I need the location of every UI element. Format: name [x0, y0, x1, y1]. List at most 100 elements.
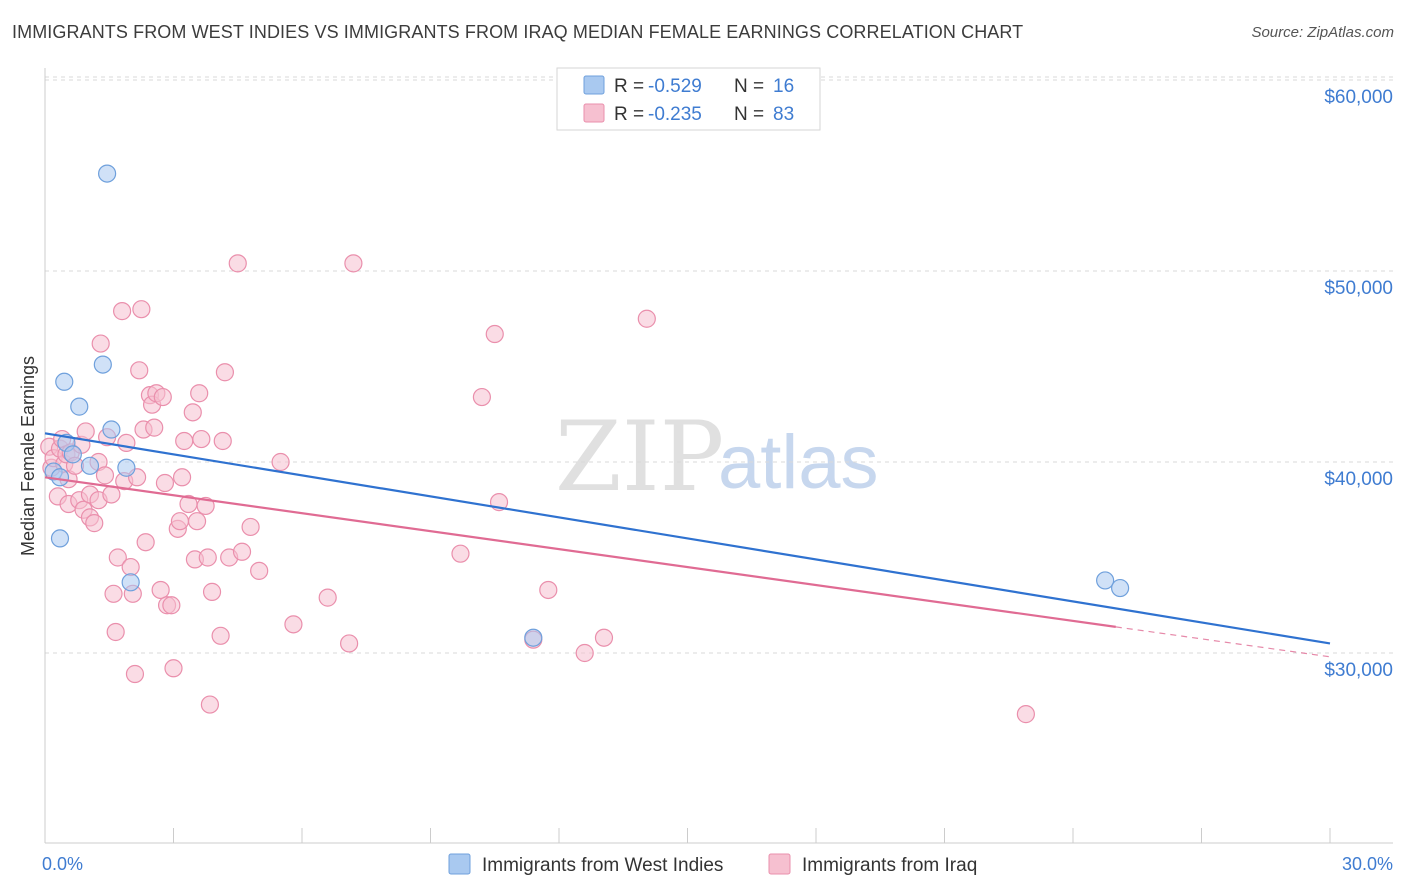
point-iraq — [250, 561, 269, 580]
point-iraq — [192, 429, 211, 449]
legend-n-label: N = — [734, 104, 764, 125]
point-west-indies — [70, 397, 89, 416]
series-legend-label-iraq: Immigrants from Iraq — [802, 855, 977, 876]
legend-swatch-west-indies — [583, 75, 605, 95]
trend-lines — [44, 432, 1331, 658]
point-iraq — [130, 361, 149, 380]
point-iraq — [108, 548, 127, 567]
point-west-indies — [63, 445, 82, 464]
y-axis-title: Median Female Earnings — [18, 356, 38, 556]
data-points — [40, 164, 1130, 724]
point-iraq — [451, 544, 470, 563]
point-iraq — [91, 334, 110, 353]
point-iraq — [145, 418, 164, 437]
point-iraq — [172, 468, 192, 487]
chart-title: IMMIGRANTS FROM WEST INDIES VS IMMIGRANT… — [12, 22, 1024, 42]
trend-line-iraq — [44, 476, 1116, 628]
point-iraq — [132, 300, 151, 319]
series-legend-swatch-iraq — [768, 853, 791, 875]
point-iraq — [318, 588, 337, 607]
point-iraq — [151, 580, 170, 600]
axes: $30,000 $40,000 $50,000 $60,000 — [44, 68, 1393, 844]
legend-n-label: N = — [734, 76, 764, 97]
point-iraq — [183, 403, 202, 422]
watermark-zip: ZIP — [555, 401, 724, 513]
legend-n-value: 16 — [773, 76, 794, 97]
y-tick-label: $30,000 — [1324, 660, 1393, 681]
series-legend-swatch-west-indies — [448, 853, 471, 875]
point-iraq — [121, 557, 140, 577]
point-iraq — [95, 466, 115, 485]
point-iraq — [594, 628, 614, 647]
point-iraq — [170, 512, 190, 531]
point-iraq — [637, 309, 656, 328]
trend-line-west-indies — [44, 432, 1331, 645]
point-iraq — [198, 548, 217, 567]
point-iraq — [232, 542, 252, 561]
legend-n-value: 83 — [773, 104, 794, 125]
point-iraq — [215, 363, 234, 382]
point-iraq — [175, 431, 194, 451]
point-west-indies — [117, 458, 136, 477]
legend-r-label: R = — [614, 104, 644, 125]
point-west-indies — [1111, 578, 1130, 598]
point-iraq — [104, 584, 123, 603]
y-tick-label: $40,000 — [1324, 469, 1393, 490]
point-west-indies — [98, 164, 117, 183]
point-iraq — [76, 422, 95, 441]
point-iraq — [575, 643, 594, 663]
x-tick-label-max: 30.0% — [1342, 854, 1393, 874]
point-iraq — [155, 473, 175, 493]
point-west-indies — [1096, 571, 1115, 590]
point-iraq — [485, 324, 504, 344]
series-legend: Immigrants from West Indies Immigrants f… — [448, 853, 977, 876]
legend-swatch-iraq — [583, 103, 605, 123]
x-tick-label-min: 0.0% — [42, 854, 83, 874]
point-west-indies — [50, 468, 70, 487]
point-iraq — [153, 387, 172, 407]
point-west-indies — [93, 355, 112, 374]
point-iraq — [472, 387, 491, 407]
point-west-indies — [55, 372, 74, 391]
point-iraq — [271, 452, 290, 472]
point-west-indies — [121, 573, 140, 592]
point-iraq — [117, 433, 136, 452]
point-iraq — [85, 514, 104, 533]
trend-line-extension-iraq — [1115, 626, 1331, 658]
series-legend-label-west-indies: Immigrants from West Indies — [482, 855, 723, 876]
legend-r-label: R = — [614, 76, 644, 97]
point-iraq — [187, 512, 207, 531]
point-iraq — [190, 384, 209, 403]
point-west-indies — [80, 456, 100, 475]
point-iraq — [228, 254, 247, 273]
legend-r-value: -0.235 — [648, 104, 702, 125]
gridlines — [45, 76, 1393, 654]
point-west-indies — [524, 628, 543, 647]
y-tick-label: $50,000 — [1324, 278, 1393, 299]
point-iraq — [344, 254, 363, 273]
source-credit: Source: ZipAtlas.com — [1251, 24, 1394, 41]
point-iraq — [1016, 705, 1035, 724]
point-west-indies — [102, 420, 121, 439]
point-iraq — [164, 659, 183, 678]
stats-legend: R = -0.529 N = 16 R = -0.235 N = 83 — [556, 67, 821, 131]
point-iraq — [162, 596, 181, 615]
point-iraq — [340, 634, 359, 653]
point-iraq — [136, 533, 155, 552]
point-iraq — [106, 622, 125, 642]
point-iraq — [539, 580, 558, 600]
point-iraq — [211, 626, 230, 645]
point-west-indies — [50, 529, 70, 548]
point-iraq — [284, 615, 303, 634]
y-tick-label: $60,000 — [1324, 87, 1393, 108]
point-iraq — [125, 664, 145, 684]
point-iraq — [241, 517, 260, 537]
point-iraq — [213, 431, 232, 451]
point-iraq — [202, 582, 222, 601]
point-iraq — [196, 496, 215, 516]
point-iraq — [112, 302, 132, 321]
legend-r-value: -0.529 — [648, 76, 702, 97]
point-iraq — [102, 485, 121, 504]
point-iraq — [200, 695, 220, 714]
